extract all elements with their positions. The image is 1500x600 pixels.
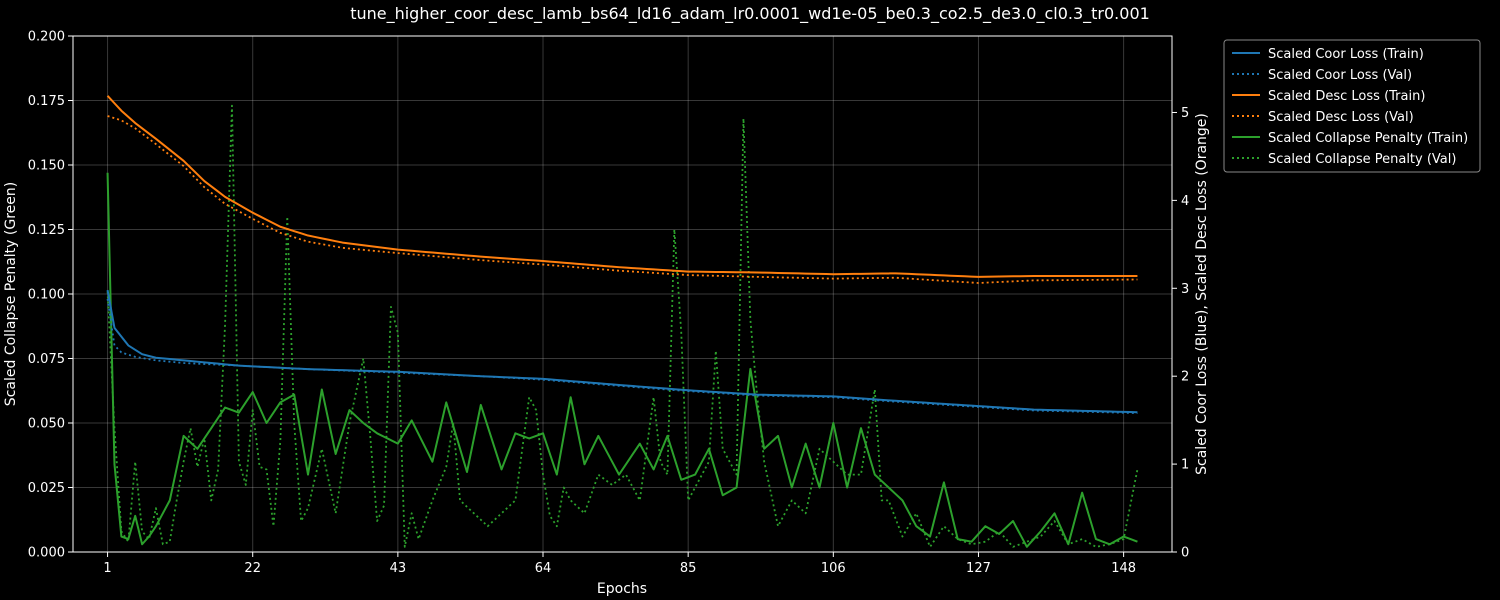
right-y-axis-ticks: 0 1 2 3 4 5	[1172, 106, 1189, 561]
y-right-tick-label: 0	[1181, 546, 1189, 561]
left-y-axis-ticks: 0.000 0.025 0.050 0.075 0.100 0.125 0.150 0.175…	[28, 30, 73, 561]
x-axis-label: Epochs	[597, 581, 647, 597]
series-line-scaled-collapse-penalty-val	[106, 104, 1139, 548]
legend-label: Scaled Collapse Penalty (Train)	[1268, 131, 1468, 146]
y-right-tick-label: 5	[1181, 106, 1189, 121]
y-left-tick-label: 0.000	[28, 546, 65, 561]
y-left-tick-label: 0.200	[28, 30, 65, 45]
y-right-tick-label: 4	[1181, 194, 1189, 209]
y-left-tick-label: 0.125	[28, 223, 65, 238]
x-tick-label: 127	[966, 561, 991, 576]
x-axis-ticks: 1 22 43 64 85 106 127 148	[103, 552, 1136, 576]
y-right-tick-label: 1	[1181, 458, 1189, 473]
x-tick-label: 1	[103, 561, 111, 576]
legend-box	[1223, 39, 1481, 173]
series-line-scaled-coor-loss-train	[106, 289, 1138, 414]
y-left-tick-label: 0.025	[28, 481, 65, 496]
series-line-scaled-desc-loss-train	[106, 95, 1138, 278]
y-left-tick-label: 0.075	[28, 352, 65, 367]
y-left-tick-label: 0.050	[28, 417, 65, 432]
y-right-tick-label: 2	[1181, 370, 1189, 385]
x-tick-label: 64	[535, 561, 552, 576]
x-tick-label: 106	[821, 561, 846, 576]
y-left-tick-label: 0.100	[28, 288, 65, 303]
chart-title: tune_higher_coor_desc_lamb_bs64_ld16_ada…	[350, 4, 1150, 24]
legend-items: Scaled Coor Loss (Train) Scaled Coor Loss…	[1232, 47, 1468, 167]
legend: Scaled Coor Loss (Train) Scaled Coor Loss…	[1223, 39, 1481, 173]
x-tick-label: 85	[680, 561, 697, 576]
left-y-axis-label: Scaled Collapse Penalty (Green)	[3, 182, 19, 406]
legend-label: Scaled Desc Loss (Val)	[1268, 110, 1414, 125]
series-lines	[106, 95, 1139, 548]
series-line-scaled-collapse-penalty-train	[106, 172, 1138, 548]
y-left-tick-label: 0.175	[28, 94, 65, 109]
series-line-scaled-desc-loss-val	[107, 115, 1138, 284]
right-y-axis-label: Scaled Coor Loss (Blue), Scaled Desc Los…	[1194, 113, 1210, 475]
legend-label: Scaled Collapse Penalty (Val)	[1268, 152, 1456, 167]
y-right-tick-label: 3	[1181, 282, 1189, 297]
x-tick-label: 22	[244, 561, 261, 576]
y-left-tick-label: 0.150	[28, 159, 65, 174]
legend-label: Scaled Desc Loss (Train)	[1268, 89, 1425, 104]
legend-label: Scaled Coor Loss (Val)	[1268, 68, 1412, 83]
x-tick-label: 43	[390, 561, 407, 576]
legend-label: Scaled Coor Loss (Train)	[1268, 47, 1424, 62]
x-tick-label: 148	[1111, 561, 1136, 576]
